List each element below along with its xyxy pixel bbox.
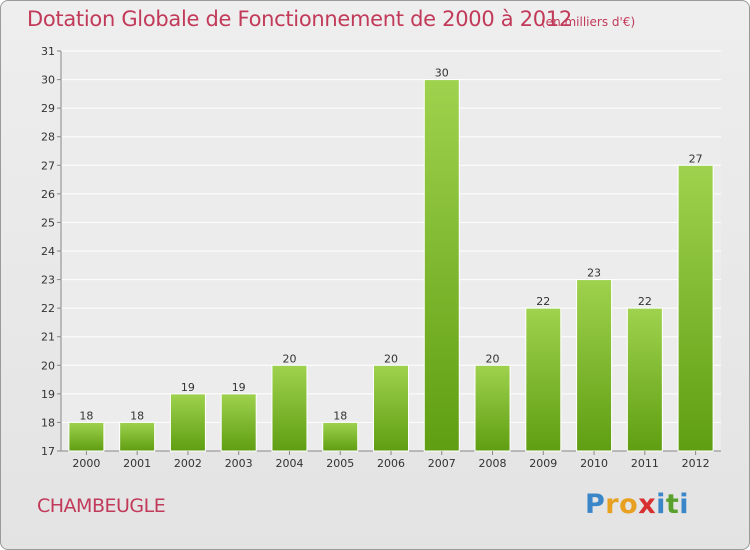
- commune-name: CHAMBEUGLE: [37, 495, 166, 517]
- y-tick-label: 19: [41, 388, 55, 401]
- y-tick-label: 27: [41, 159, 55, 172]
- data-label: 30: [435, 67, 449, 80]
- bar: [474, 364, 511, 452]
- data-label: 18: [333, 409, 347, 422]
- x-tick-label: 2011: [631, 457, 659, 470]
- x-tick-label: 2005: [326, 457, 354, 470]
- bar: [68, 421, 105, 452]
- bar: [119, 421, 156, 452]
- data-label: 27: [689, 152, 703, 165]
- bar: [169, 393, 206, 452]
- x-tick-label: 2001: [123, 457, 151, 470]
- bar: [373, 364, 409, 452]
- chart-subtitle: (en milliers d'€): [541, 15, 636, 29]
- y-tick-label: 22: [41, 302, 55, 315]
- data-label: 20: [282, 352, 296, 365]
- proxiti-logo[interactable]: Proxiti: [585, 489, 689, 520]
- x-tick-label: 2012: [682, 457, 710, 470]
- bar: [322, 421, 359, 452]
- y-tick-label: 30: [41, 74, 55, 87]
- y-tick-label: 29: [41, 102, 55, 115]
- y-tick-label: 26: [41, 188, 55, 201]
- x-tick-label: 2004: [275, 457, 303, 470]
- data-label: 20: [384, 352, 398, 365]
- logo-letter: t: [665, 489, 680, 520]
- x-tick-label: 2002: [174, 457, 202, 470]
- y-tick-label: 20: [41, 359, 55, 372]
- logo-letter: o: [619, 489, 639, 520]
- bar: [677, 164, 714, 452]
- bar: [220, 393, 257, 452]
- bar: [626, 307, 663, 452]
- y-tick-label: 25: [41, 216, 55, 229]
- data-label: 18: [79, 409, 93, 422]
- x-tick-label: 2007: [428, 457, 456, 470]
- x-tick-label: 2008: [479, 457, 507, 470]
- y-tick-label: 21: [41, 331, 55, 344]
- y-tick-label: 28: [41, 131, 55, 144]
- x-tick-label: 2003: [225, 457, 253, 470]
- bar: [525, 307, 562, 452]
- x-tick-label: 2006: [377, 457, 405, 470]
- y-tick-label: 17: [41, 445, 55, 458]
- bar: [576, 279, 613, 452]
- data-label: 19: [232, 381, 246, 394]
- y-tick-label: 23: [41, 274, 55, 287]
- y-tick-label: 18: [41, 416, 55, 429]
- x-tick-label: 2009: [529, 457, 557, 470]
- x-tick-label: 2000: [72, 457, 100, 470]
- data-label: 22: [638, 295, 652, 308]
- chart-title: Dotation Globale de Fonctionnement de 20…: [27, 7, 572, 31]
- data-label: 20: [486, 352, 500, 365]
- bar: [423, 79, 460, 452]
- data-label: 23: [587, 267, 601, 280]
- y-tick-label: 24: [41, 245, 55, 258]
- data-label: 22: [536, 295, 550, 308]
- logo-letter: r: [605, 489, 620, 520]
- data-label: 18: [130, 409, 144, 422]
- bar: [271, 364, 308, 452]
- logo-letter: x: [638, 489, 657, 520]
- logo-letter: i: [679, 489, 690, 520]
- logo-letter: i: [656, 489, 666, 520]
- x-tick-label: 2010: [580, 457, 608, 470]
- data-label: 19: [181, 381, 195, 394]
- logo-letter: P: [585, 489, 606, 520]
- y-tick-label: 31: [41, 45, 55, 58]
